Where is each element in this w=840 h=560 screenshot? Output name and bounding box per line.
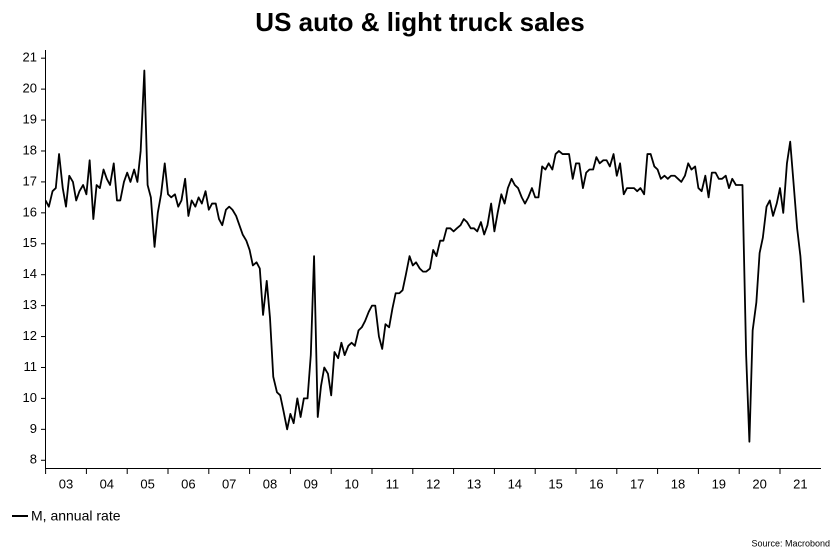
x-tick-label: 12	[426, 476, 440, 491]
x-tick-label: 05	[140, 476, 154, 491]
source-note: Source: Macrobond	[751, 538, 830, 548]
y-tick-label: 16	[23, 204, 37, 219]
x-tick-label: 09	[304, 476, 318, 491]
x-tick-label: 11	[386, 476, 400, 491]
x-tick-label: 08	[263, 476, 277, 491]
y-tick-label: 10	[23, 390, 37, 405]
y-tick-label: 11	[24, 359, 38, 374]
y-tick-label: 20	[23, 81, 37, 96]
x-tick-label: 13	[467, 476, 481, 491]
y-tick-label: 14	[23, 266, 37, 281]
y-tick-label: 9	[30, 421, 37, 436]
y-tick-label: 15	[23, 235, 37, 250]
x-tick-label: 15	[548, 476, 562, 491]
y-tick-label: 17	[23, 173, 37, 188]
x-tick-label: 20	[752, 476, 766, 491]
y-tick-label: 12	[23, 328, 37, 343]
x-tick-label: 14	[508, 476, 522, 491]
x-tick-label: 21	[793, 476, 807, 491]
y-tick-label: 18	[23, 142, 37, 157]
y-tick-label: 8	[30, 452, 37, 467]
y-tick-label: 21	[23, 50, 37, 65]
x-tick-label: 10	[344, 476, 358, 491]
x-tick-label: 16	[589, 476, 603, 491]
x-tick-label: 17	[630, 476, 644, 491]
series-line	[44, 69, 805, 443]
x-tick-label: 18	[671, 476, 685, 491]
x-tick-label: 03	[59, 476, 73, 491]
y-tick-label: 13	[23, 297, 37, 312]
x-tick-label: 04	[100, 476, 114, 491]
legend-label: M, annual rate	[31, 508, 121, 524]
x-tick-label: 07	[222, 476, 236, 491]
x-tick-label: 06	[181, 476, 195, 491]
x-tick-label: 19	[712, 476, 726, 491]
chart-title: US auto & light truck sales	[255, 7, 584, 37]
y-tick-label: 19	[23, 111, 37, 126]
